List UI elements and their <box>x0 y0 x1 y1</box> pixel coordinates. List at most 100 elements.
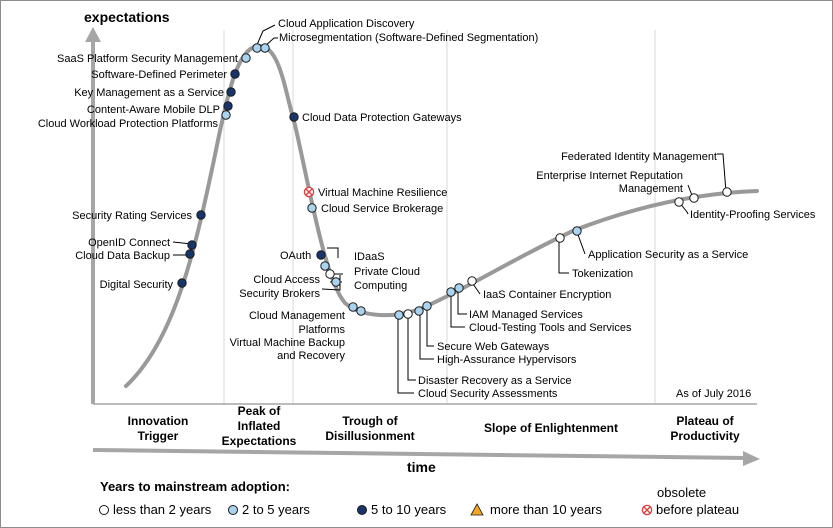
x-axis-title: time <box>407 459 436 475</box>
phase-trough-line1: Trough of <box>342 414 398 428</box>
label-cloud-workload-protection-platforms: Cloud Workload Protection Platforms <box>38 118 219 130</box>
marker-cloud-data-protection-gateways <box>289 112 299 122</box>
label-federated-identity-management: Federated Identity Management <box>561 151 717 163</box>
y-axis-arrow <box>85 27 101 42</box>
marker-security-rating-services <box>196 210 206 220</box>
marker-cloud-data-backup <box>185 249 195 259</box>
phase-labels: Innovation Trigger Peak of Inflated Expe… <box>128 404 740 448</box>
label-microsegmentation: Microsegmentation (Software-Defined Segm… <box>279 32 538 44</box>
legend: Years to mainstream adoption: obsolete l… <box>99 479 739 517</box>
marker-microsegmentation <box>260 43 270 53</box>
label-cloud-testing-tools-and-services: Cloud-Testing Tools and Services <box>469 322 632 334</box>
marker-cloud-security-assessments <box>403 309 413 319</box>
x-axis <box>92 448 746 460</box>
y-axis-title: expectations <box>84 9 170 25</box>
label-private-cloud-computing-line2: Computing <box>354 280 407 292</box>
as-of-date: As of July 2016 <box>676 388 751 400</box>
marker-cloud-service-brokerage <box>307 203 317 213</box>
marker-oauth <box>316 250 326 260</box>
phase-dividers <box>223 30 656 404</box>
marker-cloud-application-discovery <box>252 43 262 53</box>
marker-iaas-container-encryption <box>467 276 477 286</box>
marker-enterprise-internet-reputation-management <box>689 193 699 203</box>
technology-labels: Cloud Application Discovery Microsegment… <box>38 18 816 400</box>
marker-private-cloud-computing <box>325 269 335 279</box>
label-cloud-security-assessments: Cloud Security Assessments <box>418 388 558 400</box>
legend-title: Years to mainstream adoption: <box>100 479 290 494</box>
label-disaster-recovery-as-a-service: Disaster Recovery as a Service <box>418 375 571 387</box>
label-security-rating-services: Security Rating Services <box>72 210 192 222</box>
marker-key-management-as-a-service <box>226 87 236 97</box>
label-digital-security: Digital Security <box>100 279 174 291</box>
label-private-cloud-computing-line1: Private Cloud <box>354 266 420 278</box>
label-cloud-service-brokerage: Cloud Service Brokerage <box>321 203 443 215</box>
marker-cloud-workload-protection-platforms <box>221 110 231 120</box>
marker-high-assurance-hypervisors <box>422 301 432 311</box>
legend-label-less-than-2-years: less than 2 years <box>113 502 212 517</box>
marker-virtual-machine-resilience <box>303 186 315 198</box>
label-virtual-machine-backup-and-recovery-line1: Virtual Machine Backup <box>230 337 345 349</box>
label-cloud-access-security-brokers-line1: Cloud Access <box>253 274 320 286</box>
phase-innovation-trigger-line1: Innovation <box>128 414 189 428</box>
marker-cloud-access-security-brokers <box>331 277 341 287</box>
marker-software-defined-perimeter <box>230 69 240 79</box>
label-content-aware-mobile-dlp: Content-Aware Mobile DLP <box>87 104 220 116</box>
x-axis-arrow <box>743 451 760 466</box>
marker-openid-connect <box>187 240 197 250</box>
marker-disaster-recovery-as-a-service <box>394 310 404 320</box>
legend-swatch-less-than-2-years <box>99 505 109 515</box>
marker-saas-platform-security-management <box>241 53 251 63</box>
label-high-assurance-hypervisors: High-Assurance Hypervisors <box>437 354 577 366</box>
marker-tokenization <box>555 233 565 243</box>
marker-content-aware-mobile-dlp <box>223 101 233 111</box>
phase-peak-line1: Peak of <box>238 404 282 418</box>
label-openid-connect: OpenID Connect <box>88 237 170 249</box>
label-cloud-access-security-brokers-line2: Security Brokers <box>239 288 320 300</box>
legend-swatch-more-than-10-years <box>470 503 484 516</box>
label-key-management-as-a-service: Key Management as a Service <box>74 87 224 99</box>
label-enterprise-internet-reputation-management-line1: Enterprise Internet Reputation <box>536 170 683 182</box>
label-iam-managed-services: IAM Managed Services <box>469 309 583 321</box>
label-iaas-container-encryption: IaaS Container Encryption <box>483 289 611 301</box>
label-oauth: OAuth <box>280 250 311 262</box>
marker-cloud-testing-tools-and-services <box>454 283 464 293</box>
legend-swatch-5-to-10-years <box>357 505 367 515</box>
marker-secure-web-gateways <box>414 306 424 316</box>
marker-virtual-machine-backup-and-recovery <box>356 306 366 316</box>
label-secure-web-gateways: Secure Web Gateways <box>437 341 550 353</box>
legend-swatch-2-to-5-years <box>228 505 238 515</box>
marker-digital-security <box>177 278 187 288</box>
label-virtual-machine-resilience: Virtual Machine Resilience <box>318 187 447 199</box>
label-cloud-management-platforms-line1: Cloud Management <box>249 310 345 322</box>
legend-label-5-to-10-years: 5 to 10 years <box>371 502 447 517</box>
label-software-defined-perimeter: Software-Defined Perimeter <box>91 69 227 81</box>
label-tokenization: Tokenization <box>572 268 633 280</box>
label-application-security-as-a-service: Application Security as a Service <box>588 249 748 261</box>
phase-plateau-line2: Productivity <box>670 429 740 443</box>
label-cloud-data-protection-gateways: Cloud Data Protection Gateways <box>302 112 462 124</box>
phase-innovation-trigger-line2: Trigger <box>138 429 179 443</box>
marker-federated-identity-management <box>722 187 732 197</box>
label-cloud-data-backup: Cloud Data Backup <box>75 250 170 262</box>
label-cloud-application-discovery: Cloud Application Discovery <box>278 18 415 30</box>
legend-label-more-than-10-years: more than 10 years <box>490 502 603 517</box>
technology-markers <box>177 43 732 320</box>
label-cloud-management-platforms-line2: Platforms <box>299 324 346 336</box>
legend-label-before-plateau: before plateau <box>656 502 739 517</box>
marker-cloud-management-platforms <box>348 302 358 312</box>
hype-curve <box>124 44 759 388</box>
marker-idaas <box>320 261 330 271</box>
legend-label-2-to-5-years: 2 to 5 years <box>242 502 310 517</box>
phase-peak-line3: Expectations <box>222 434 297 448</box>
marker-iam-managed-services <box>446 287 456 297</box>
marker-identity-proofing-services <box>674 197 684 207</box>
phase-plateau-line1: Plateau of <box>676 414 734 428</box>
marker-application-security-as-a-service <box>572 226 582 236</box>
phase-peak-line2: Inflated <box>238 419 281 433</box>
label-virtual-machine-backup-and-recovery-line2: and Recovery <box>277 350 345 362</box>
legend-obsolete-label: obsolete <box>657 485 706 500</box>
phase-slope: Slope of Enlightenment <box>484 421 618 435</box>
label-enterprise-internet-reputation-management-line2: Management <box>619 183 683 195</box>
label-idaas: IDaaS <box>354 251 385 263</box>
